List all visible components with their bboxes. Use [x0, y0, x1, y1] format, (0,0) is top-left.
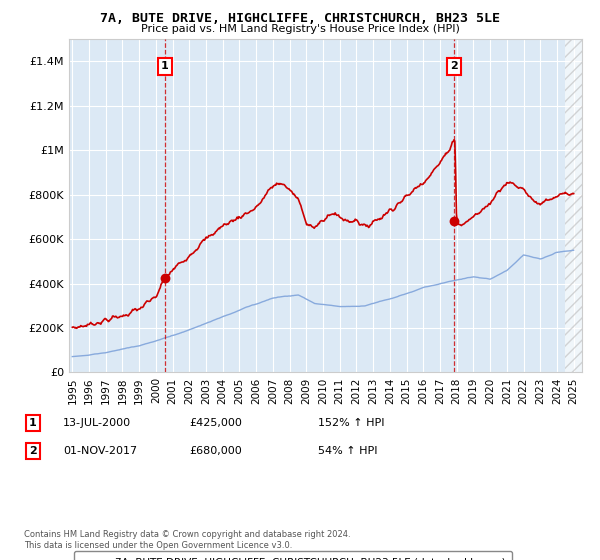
Text: £680,000: £680,000 [189, 446, 242, 456]
Bar [565, 39, 590, 372]
Text: 54% ↑ HPI: 54% ↑ HPI [318, 446, 377, 456]
Text: 152% ↑ HPI: 152% ↑ HPI [318, 418, 385, 428]
Text: 2: 2 [29, 446, 37, 456]
Text: 2: 2 [450, 62, 458, 72]
Text: Price paid vs. HM Land Registry's House Price Index (HPI): Price paid vs. HM Land Registry's House … [140, 24, 460, 34]
Text: Contains HM Land Registry data © Crown copyright and database right 2024.: Contains HM Land Registry data © Crown c… [24, 530, 350, 539]
Text: 01-NOV-2017: 01-NOV-2017 [63, 446, 137, 456]
Text: £425,000: £425,000 [189, 418, 242, 428]
Legend: 7A, BUTE DRIVE, HIGHCLIFFE, CHRISTCHURCH, BH23 5LE (detached house), HPI: Averag: 7A, BUTE DRIVE, HIGHCLIFFE, CHRISTCHURCH… [74, 551, 512, 560]
Text: 13-JUL-2000: 13-JUL-2000 [63, 418, 131, 428]
Text: This data is licensed under the Open Government Licence v3.0.: This data is licensed under the Open Gov… [24, 541, 292, 550]
Text: 1: 1 [29, 418, 37, 428]
Text: 1: 1 [161, 62, 169, 72]
Text: 7A, BUTE DRIVE, HIGHCLIFFE, CHRISTCHURCH, BH23 5LE: 7A, BUTE DRIVE, HIGHCLIFFE, CHRISTCHURCH… [100, 12, 500, 25]
Point [160, 273, 170, 282]
Point [449, 217, 459, 226]
